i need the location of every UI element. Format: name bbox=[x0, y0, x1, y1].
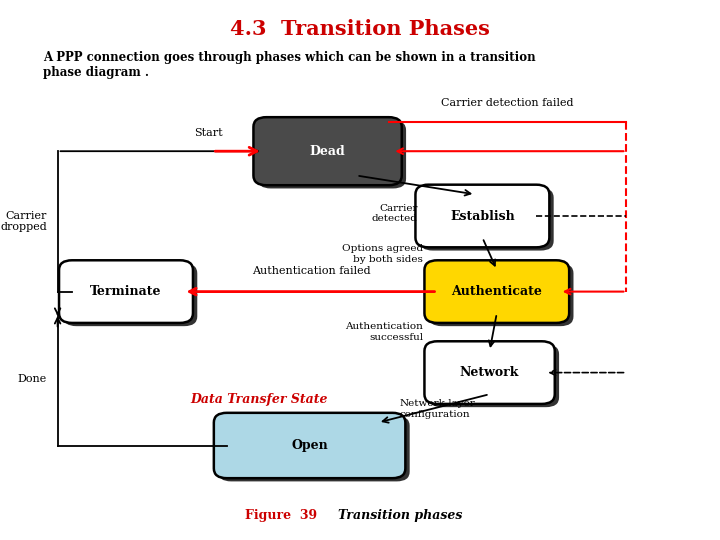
Text: Open: Open bbox=[291, 439, 328, 452]
Text: Start: Start bbox=[194, 127, 223, 138]
Text: 4.3  Transition Phases: 4.3 Transition Phases bbox=[230, 19, 490, 39]
FancyBboxPatch shape bbox=[429, 345, 559, 407]
FancyBboxPatch shape bbox=[258, 120, 406, 188]
Text: Done: Done bbox=[17, 374, 47, 384]
FancyBboxPatch shape bbox=[218, 416, 410, 482]
Text: Authenticate: Authenticate bbox=[451, 285, 542, 298]
Text: Carrier
dropped: Carrier dropped bbox=[0, 211, 47, 232]
Text: Carrier detection failed: Carrier detection failed bbox=[441, 98, 574, 108]
Text: Data Transfer State: Data Transfer State bbox=[191, 393, 328, 406]
FancyBboxPatch shape bbox=[63, 264, 197, 326]
Text: Network-layer
configuration: Network-layer configuration bbox=[400, 400, 475, 419]
FancyBboxPatch shape bbox=[428, 264, 574, 326]
FancyBboxPatch shape bbox=[59, 260, 193, 323]
FancyBboxPatch shape bbox=[415, 185, 549, 247]
FancyBboxPatch shape bbox=[425, 341, 554, 404]
Text: Figure  39: Figure 39 bbox=[245, 509, 317, 522]
FancyBboxPatch shape bbox=[424, 260, 569, 323]
Text: Transition phases: Transition phases bbox=[338, 509, 463, 522]
FancyBboxPatch shape bbox=[253, 117, 402, 185]
Text: Network: Network bbox=[460, 366, 519, 379]
FancyBboxPatch shape bbox=[214, 413, 405, 478]
Text: Dead: Dead bbox=[310, 145, 346, 158]
FancyBboxPatch shape bbox=[420, 188, 554, 251]
Text: Carrier
detected: Carrier detected bbox=[372, 204, 418, 223]
Text: Authentication
successful: Authentication successful bbox=[345, 322, 423, 342]
Text: Options agreed
by both sides: Options agreed by both sides bbox=[342, 244, 423, 264]
Text: Terminate: Terminate bbox=[90, 285, 162, 298]
Text: Authentication failed: Authentication failed bbox=[252, 266, 371, 276]
Text: A PPP connection goes through phases which can be shown in a transition
phase di: A PPP connection goes through phases whi… bbox=[43, 51, 536, 79]
Text: Establish: Establish bbox=[450, 210, 515, 222]
